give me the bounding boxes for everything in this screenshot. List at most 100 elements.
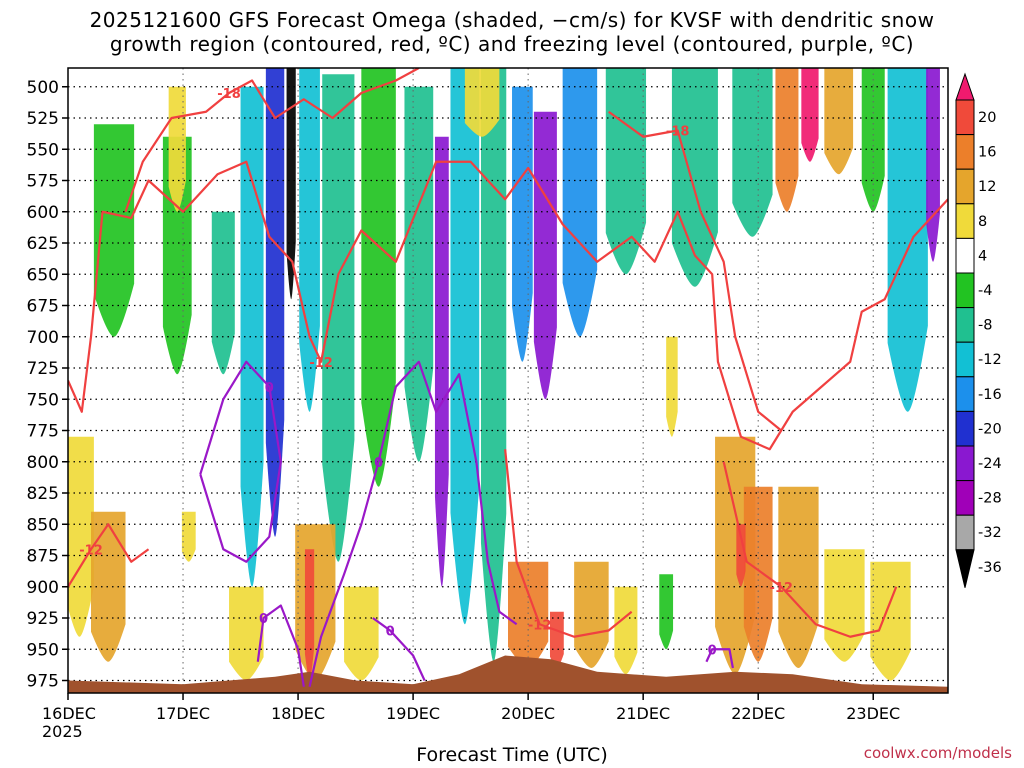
isotherm-label: -18 (666, 125, 690, 140)
freezing-level-label: 0 (259, 612, 268, 627)
colorbar-box (955, 134, 975, 170)
isotherm-line (68, 160, 948, 451)
x-tick-label: 23DEC (846, 704, 900, 723)
colorbar-label: 8 (978, 214, 987, 230)
omega-shading (68, 68, 940, 681)
colorbar-label: -24 (978, 456, 1002, 472)
x-tick-sublabel: 2025 (42, 722, 83, 741)
y-tick-label: 550 (27, 140, 59, 160)
colorbar-box (955, 272, 975, 309)
y-tick-label: 975 (27, 672, 59, 692)
omega-band (512, 86, 533, 362)
x-tick-label: 20DEC (501, 704, 555, 723)
omega-band (229, 586, 264, 681)
y-tick-label: 925 (27, 609, 59, 629)
y-tick-label: 625 (27, 234, 59, 254)
colorbar-label: -4 (978, 283, 992, 299)
colorbar-bottom-triangle (955, 549, 975, 588)
omega-band (801, 68, 819, 162)
colorbar-label: 16 (978, 145, 996, 161)
colorbar-label: -12 (978, 352, 1002, 368)
y-tick-label: 950 (27, 640, 59, 660)
y-tick-label: 675 (27, 297, 59, 317)
colorbar-box (955, 237, 975, 274)
omega-band (926, 68, 940, 262)
colorbar-label: -20 (978, 421, 1002, 437)
omega-band (404, 86, 434, 462)
colorbar-label: 12 (978, 179, 996, 195)
omega-band (168, 86, 186, 212)
omega-band (732, 68, 773, 237)
freezing-level-line (308, 360, 518, 687)
omega-band (736, 524, 746, 587)
y-tick-label: 775 (27, 422, 59, 442)
omega-band (265, 68, 285, 537)
isotherm-line (608, 110, 782, 432)
omega-band (824, 68, 854, 175)
colorbar-box (955, 514, 975, 551)
colorbar-box (955, 445, 975, 482)
colorbar-label: 20 (978, 110, 996, 126)
y-tick-label: 750 (27, 390, 59, 410)
y-tick-label: 500 (27, 78, 59, 98)
x-axis-title: Forecast Time (UTC) (416, 744, 608, 766)
colorbar: 20 16 12 8 4 -4 -8 -12 -16 -20 -24 -28 -32 -36 (955, 72, 1002, 588)
omega-band (304, 549, 315, 681)
terrain-fill (68, 655, 948, 693)
colorbar-box (955, 376, 975, 412)
isotherm-contours: -12 -18 -12 -12 -12 -18 (68, 68, 948, 638)
y-axis: 500 525 550 575 600 625 650 675 700 725 750 775 800 8… (27, 78, 68, 692)
omega-band (450, 68, 480, 625)
credit-text[interactable]: coolwx.com/models (863, 744, 1012, 762)
x-tick-label: 19DEC (386, 704, 440, 723)
omega-band (614, 586, 638, 675)
colorbar-label: 4 (978, 248, 987, 264)
colorbar-label: -36 (978, 560, 1002, 576)
colorbar-box (955, 480, 975, 516)
omega-band (181, 511, 196, 562)
omega-band (574, 561, 609, 668)
omega-band (508, 561, 549, 668)
freezing-level-contours: 0 0 0 0 0 (199, 360, 734, 687)
isotherm-line (124, 68, 420, 213)
isotherm-label: -12 (528, 618, 552, 633)
y-tick-label: 800 (27, 453, 59, 473)
y-tick-label: 900 (27, 578, 59, 598)
omega-band (68, 436, 94, 637)
omega-band (344, 586, 379, 681)
isotherm-label: -18 (217, 87, 241, 102)
y-tick-label: 525 (27, 109, 59, 129)
y-tick-label: 575 (27, 172, 59, 192)
omega-band (299, 68, 320, 412)
colorbar-box (955, 203, 975, 239)
omega-band (870, 561, 911, 681)
y-tick-label: 600 (27, 203, 59, 223)
freezing-level-line (256, 604, 305, 687)
y-tick-label: 850 (27, 515, 59, 535)
y-tick-label: 725 (27, 359, 59, 379)
y-tick-label: 700 (27, 328, 59, 348)
colorbar-label: -28 (978, 491, 1002, 507)
isotherm-line (722, 461, 898, 638)
isotherm-label: -12 (79, 543, 103, 558)
x-tick-label: 18DEC (271, 704, 325, 723)
x-tick-label: 21DEC (616, 704, 670, 723)
omega-band (91, 511, 126, 662)
omega-band (671, 68, 718, 287)
isotherm-line (68, 523, 150, 588)
y-tick-label: 650 (27, 265, 59, 285)
omega-band (778, 486, 819, 668)
plot-frame (67, 67, 949, 694)
colorbar-label: -16 (978, 387, 1002, 403)
isotherm-label: -12 (309, 356, 333, 371)
x-tick-label: 22DEC (731, 704, 785, 723)
colorbar-label: -8 (978, 318, 992, 334)
colorbar-box (955, 307, 975, 343)
isotherm-label: -12 (769, 581, 793, 596)
omega-band (533, 111, 557, 400)
y-tick-label: 875 (27, 547, 59, 567)
omega-band (605, 68, 647, 275)
terrain (68, 655, 948, 693)
y-tick-label: 825 (27, 484, 59, 504)
